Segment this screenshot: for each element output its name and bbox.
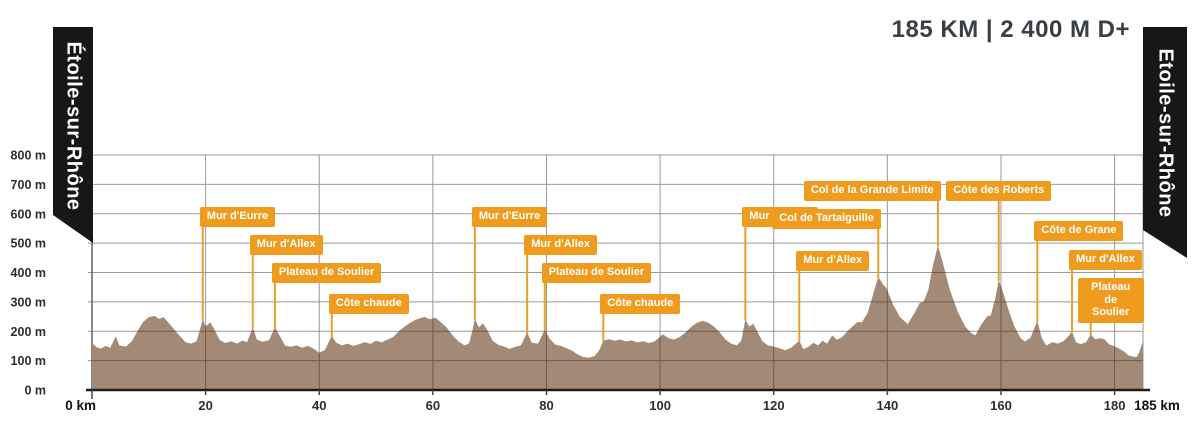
x-tick-label: 100 (649, 398, 671, 413)
y-tick-label: 800 m (11, 149, 46, 163)
x-tick-label: 0 km (65, 398, 96, 413)
elevation-area (92, 245, 1143, 390)
x-tick-label: 60 (426, 398, 440, 413)
x-tick-label: 80 (539, 398, 553, 413)
y-tick-label: 200 m (11, 325, 46, 339)
start-banner: Étoile-sur-Rhône (53, 27, 93, 243)
y-tick-label: 100 m (11, 354, 46, 368)
x-tick-label: 180 (1104, 398, 1126, 413)
y-tick-label: 300 m (11, 295, 46, 309)
x-tick-label: 20 (198, 398, 212, 413)
x-tick-label: 185 km (1134, 398, 1180, 413)
x-tick-label: 120 (763, 398, 785, 413)
finish-banner-label: Etoile-sur-Rhône (1154, 48, 1177, 218)
x-tick-label: 140 (876, 398, 898, 413)
stage-stats: 185 KM | 2 400 M D+ (891, 16, 1130, 43)
x-tick-label: 160 (990, 398, 1012, 413)
y-tick-label: 400 m (11, 266, 46, 280)
start-banner-label: Étoile-sur-Rhône (62, 41, 85, 211)
y-tick-label: 700 m (11, 178, 46, 192)
x-axis: 0 km 20 40 60 80 100 120 140 160 180 185 km (65, 388, 1180, 413)
finish-banner: Etoile-sur-Rhône (1143, 27, 1187, 258)
y-tick-label: 0 m (24, 384, 46, 398)
y-axis: 800 m 700 m 600 m 500 m 400 m 300 m 200 m 100 m… (11, 149, 46, 398)
x-tick-label: 40 (312, 398, 326, 413)
y-tick-label: 500 m (11, 237, 46, 251)
y-tick-label: 600 m (11, 207, 46, 221)
